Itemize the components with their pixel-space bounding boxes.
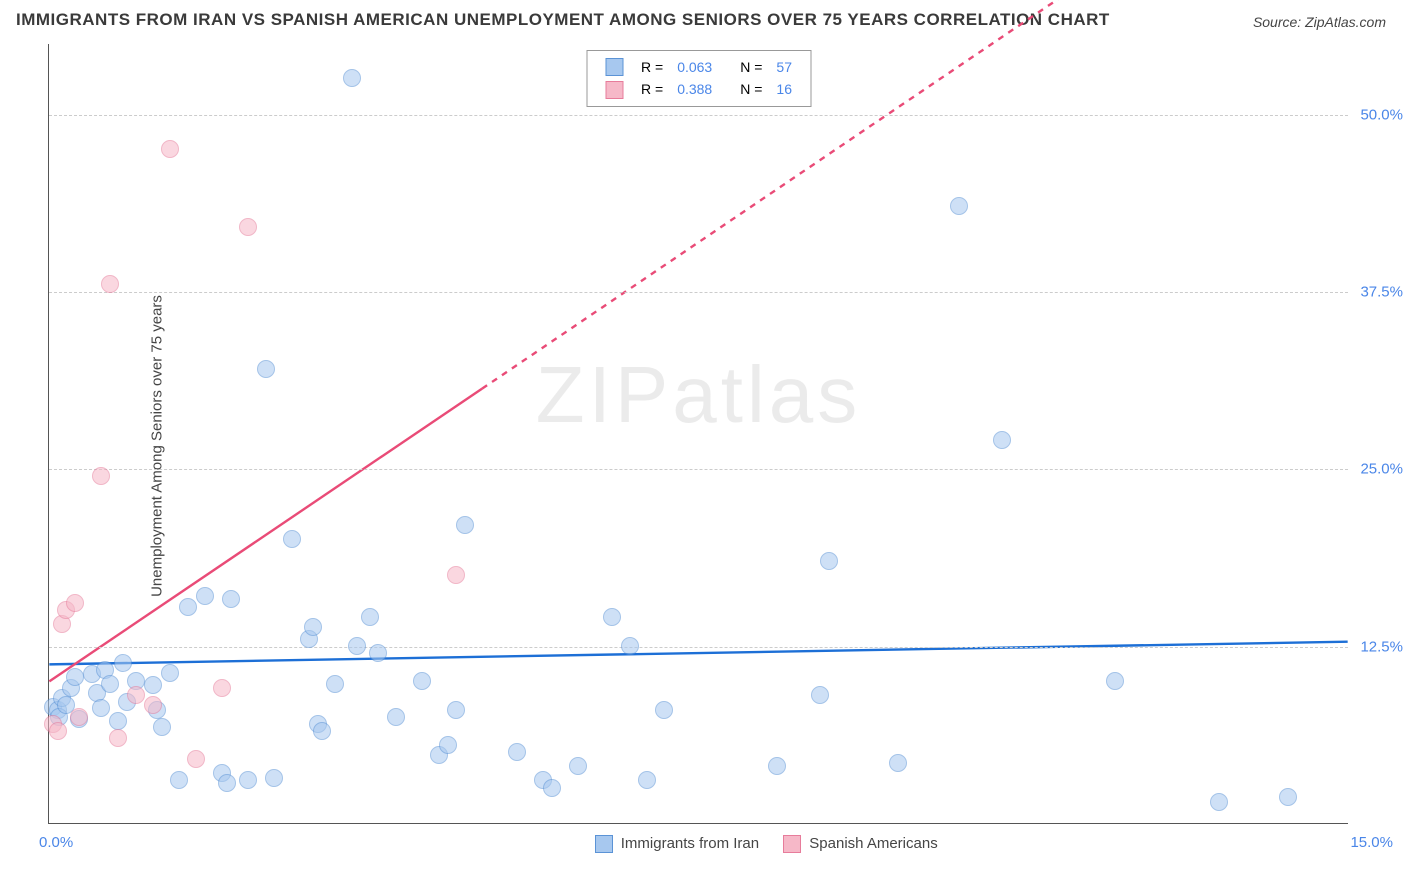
data-point <box>144 696 162 714</box>
data-point <box>66 594 84 612</box>
gridline <box>49 292 1348 293</box>
gridline <box>49 469 1348 470</box>
data-point <box>213 679 231 697</box>
legend-swatch <box>605 81 623 99</box>
data-point <box>447 566 465 584</box>
data-point <box>820 552 838 570</box>
legend-swatch <box>595 835 613 853</box>
data-point <box>655 701 673 719</box>
data-point <box>161 140 179 158</box>
data-point <box>439 736 457 754</box>
source-credit: Source: ZipAtlas.com <box>1253 14 1386 30</box>
data-point <box>621 637 639 655</box>
data-point <box>109 712 127 730</box>
data-point <box>196 587 214 605</box>
legend-swatch <box>783 835 801 853</box>
data-point <box>222 590 240 608</box>
legend-row: R =0.063 N =57 <box>599 57 798 77</box>
legend-top: R =0.063 N =57 R =0.388 N =16 <box>586 50 811 107</box>
data-point <box>92 467 110 485</box>
data-point <box>283 530 301 548</box>
legend-label: Spanish Americans <box>809 835 937 852</box>
data-point <box>413 672 431 690</box>
data-point <box>101 275 119 293</box>
data-point <box>49 722 67 740</box>
data-point <box>265 769 283 787</box>
data-point <box>456 516 474 534</box>
legend-r-label: R = <box>635 57 669 77</box>
x-tick-min: 0.0% <box>39 834 73 851</box>
data-point <box>127 686 145 704</box>
data-point <box>170 771 188 789</box>
data-point <box>161 664 179 682</box>
data-point <box>348 637 366 655</box>
data-point <box>1210 793 1228 811</box>
data-point <box>1279 788 1297 806</box>
data-point <box>304 618 322 636</box>
data-point <box>187 750 205 768</box>
legend-n-label: N = <box>734 79 768 99</box>
data-point <box>508 743 526 761</box>
data-point <box>218 774 236 792</box>
legend-r-label: R = <box>635 79 669 99</box>
x-tick-max: 15.0% <box>1350 834 1393 851</box>
y-tick-label: 50.0% <box>1360 106 1403 123</box>
data-point <box>114 654 132 672</box>
data-point <box>447 701 465 719</box>
data-point <box>993 431 1011 449</box>
legend-bottom: Immigrants from Iran Spanish Americans <box>595 835 962 853</box>
legend-item: Immigrants from Iran <box>595 835 760 853</box>
legend-label: Immigrants from Iran <box>621 835 759 852</box>
data-point <box>144 676 162 694</box>
data-point <box>326 675 344 693</box>
data-point <box>950 197 968 215</box>
legend-r-value: 0.388 <box>671 79 718 99</box>
data-point <box>603 608 621 626</box>
data-point <box>92 699 110 717</box>
y-tick-label: 12.5% <box>1360 638 1403 655</box>
data-point <box>257 360 275 378</box>
legend-row: R =0.388 N =16 <box>599 79 798 99</box>
data-point <box>70 708 88 726</box>
data-point <box>811 686 829 704</box>
data-point <box>109 729 127 747</box>
trend-line <box>49 642 1347 665</box>
data-point <box>569 757 587 775</box>
data-point <box>543 779 561 797</box>
legend-r-value: 0.063 <box>671 57 718 77</box>
data-point <box>361 608 379 626</box>
data-point <box>768 757 786 775</box>
data-point <box>889 754 907 772</box>
data-point <box>239 218 257 236</box>
chart-plot-area: ZIPatlas R =0.063N =57R =0.388N =16 Immi… <box>48 44 1348 824</box>
data-point <box>369 644 387 662</box>
page-title: IMMIGRANTS FROM IRAN VS SPANISH AMERICAN… <box>16 10 1110 30</box>
data-point <box>239 771 257 789</box>
gridline <box>49 115 1348 116</box>
trend-line <box>49 389 482 682</box>
legend-n-label: N = <box>734 57 768 77</box>
data-point <box>1106 672 1124 690</box>
data-point <box>66 668 84 686</box>
chart-svg <box>49 44 1348 823</box>
data-point <box>179 598 197 616</box>
legend-n-value: 16 <box>770 79 798 99</box>
data-point <box>313 722 331 740</box>
y-tick-label: 37.5% <box>1360 284 1403 301</box>
watermark: ZIPatlas <box>536 349 861 441</box>
gridline <box>49 647 1348 648</box>
legend-item: Spanish Americans <box>783 835 938 853</box>
legend-n-value: 57 <box>770 57 798 77</box>
legend-swatch <box>605 58 623 76</box>
data-point <box>387 708 405 726</box>
data-point <box>343 69 361 87</box>
data-point <box>101 675 119 693</box>
y-tick-label: 25.0% <box>1360 461 1403 478</box>
data-point <box>638 771 656 789</box>
data-point <box>153 718 171 736</box>
